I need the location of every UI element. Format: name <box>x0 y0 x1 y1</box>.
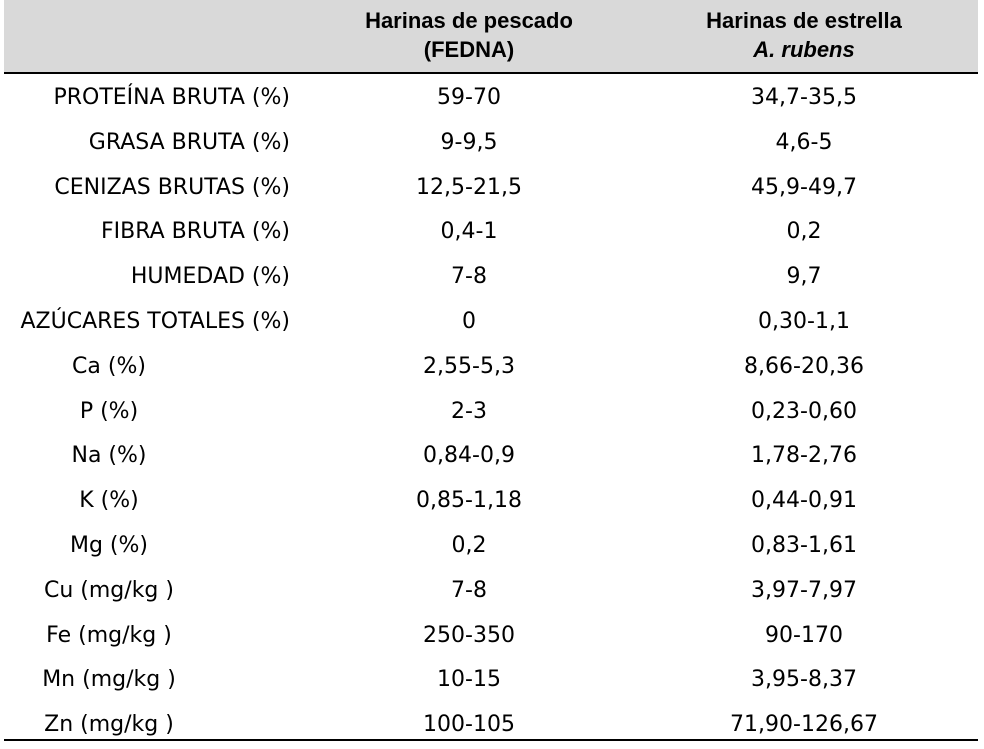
table-body: PROTEÍNA BRUTA (%) 59-70 34,7-35,5 GRASA… <box>4 76 978 748</box>
row-label: PROTEÍNA BRUTA (%) <box>53 85 290 110</box>
fish-meal-value: 7-8 <box>451 264 487 290</box>
row-label: HUMEDAD (%) <box>130 264 290 290</box>
starfish-meal-value: 8,66-20,36 <box>744 353 864 379</box>
header-fish-meal-title: Harinas de pescado <box>365 8 573 33</box>
fish-meal-value: 0 <box>462 308 476 334</box>
table-row: K (%) 0,85-1,18 0,44-0,91 <box>4 479 978 524</box>
starfish-meal-value: 3,97-7,97 <box>751 577 857 603</box>
table-row: P (%) 2-3 0,23-0,60 <box>4 390 978 435</box>
starfish-meal-value: 0,23-0,60 <box>751 398 857 424</box>
header-fish-meal-source: (FEDNA) <box>423 37 515 62</box>
starfish-meal-value: 90-170 <box>765 622 843 648</box>
bottom-rule <box>4 739 978 741</box>
table-row: Na (%) 0,84-0,9 1,78-2,76 <box>4 434 978 479</box>
header-starfish-species: A. rubens <box>753 37 855 62</box>
row-label: AZÚCARES TOTALES (%) <box>20 308 291 334</box>
fish-meal-value: 9-9,5 <box>440 129 498 155</box>
row-label: CENIZAS BRUTAS (%) <box>54 174 290 200</box>
starfish-meal-value: 0,83-1,61 <box>751 532 857 558</box>
fish-meal-value: 7-8 <box>451 577 487 603</box>
starfish-meal-value: 71,90-126,67 <box>730 712 878 738</box>
row-label: Fe (mg/kg ) <box>46 622 172 648</box>
row-label: Mg (%) <box>69 532 148 558</box>
row-label: Cu (mg/kg ) <box>44 577 174 603</box>
fish-meal-value: 0,4-1 <box>440 219 498 245</box>
fish-meal-value: 2,55-5,3 <box>423 353 515 379</box>
table-row: Mn (mg/kg ) 10-15 3,95-8,37 <box>4 658 978 703</box>
fish-meal-value: 0,85-1,18 <box>416 488 522 514</box>
table-row: HUMEDAD (%) 7-8 9,7 <box>4 255 978 300</box>
table-row: CENIZAS BRUTAS (%) 12,5-21,5 45,9-49,7 <box>4 166 978 211</box>
table-row: FIBRA BRUTA (%) 0,4-1 0,2 <box>4 210 978 255</box>
row-label: FIBRA BRUTA (%) <box>101 219 290 245</box>
row-label: Mn (mg/kg ) <box>42 667 176 693</box>
row-label: Ca (%) <box>72 353 146 379</box>
table-row: Zn (mg/kg ) 100-105 71,90-126,67 <box>4 703 978 748</box>
starfish-meal-value: 0,44-0,91 <box>751 488 857 514</box>
row-label: K (%) <box>79 488 139 514</box>
header-starfish-meal-title: Harinas de estrella <box>706 8 902 33</box>
table-row: PROTEÍNA BRUTA (%) 59-70 34,7-35,5 <box>4 76 978 121</box>
starfish-meal-value: 9,7 <box>786 264 822 290</box>
header-fish-meal: Harinas de pescado (FEDNA) <box>284 6 654 64</box>
row-label: Zn (mg/kg ) <box>44 712 174 738</box>
fish-meal-value: 250-350 <box>423 622 515 648</box>
fish-meal-value: 12,5-21,5 <box>416 174 522 200</box>
row-label: GRASA BRUTA (%) <box>88 129 290 155</box>
table-header: Harinas de pescado (FEDNA) Harinas de es… <box>4 0 978 74</box>
table-row: Mg (%) 0,2 0,83-1,61 <box>4 524 978 569</box>
starfish-meal-value: 0,2 <box>786 219 822 245</box>
table-row: AZÚCARES TOTALES (%) 0 0,30-1,1 <box>4 300 978 345</box>
starfish-meal-value: 0,30-1,1 <box>758 308 850 334</box>
row-label: P (%) <box>79 398 139 424</box>
fish-meal-value: 2-3 <box>451 398 487 424</box>
starfish-meal-value: 3,95-8,37 <box>751 667 857 693</box>
starfish-meal-value: 1,78-2,76 <box>751 443 857 469</box>
starfish-meal-value: 4,6-5 <box>775 129 833 155</box>
fish-meal-value: 100-105 <box>423 712 515 738</box>
fish-meal-value: 10-15 <box>437 667 501 693</box>
table-row: Cu (mg/kg ) 7-8 3,97-7,97 <box>4 569 978 614</box>
table-row: GRASA BRUTA (%) 9-9,5 4,6-5 <box>4 121 978 166</box>
header-starfish-meal: Harinas de estrella A. rubens <box>624 6 984 64</box>
starfish-meal-value: 45,9-49,7 <box>751 174 857 200</box>
fish-meal-value: 0,2 <box>451 532 487 558</box>
starfish-meal-value: 34,7-35,5 <box>751 85 857 110</box>
table-row: Ca (%) 2,55-5,3 8,66-20,36 <box>4 345 978 390</box>
composition-table: Harinas de pescado (FEDNA) Harinas de es… <box>4 0 978 745</box>
fish-meal-value: 59-70 <box>437 85 501 110</box>
table-row: Fe (mg/kg ) 250-350 90-170 <box>4 614 978 659</box>
row-label: Na (%) <box>71 443 147 469</box>
fish-meal-value: 0,84-0,9 <box>423 443 515 469</box>
